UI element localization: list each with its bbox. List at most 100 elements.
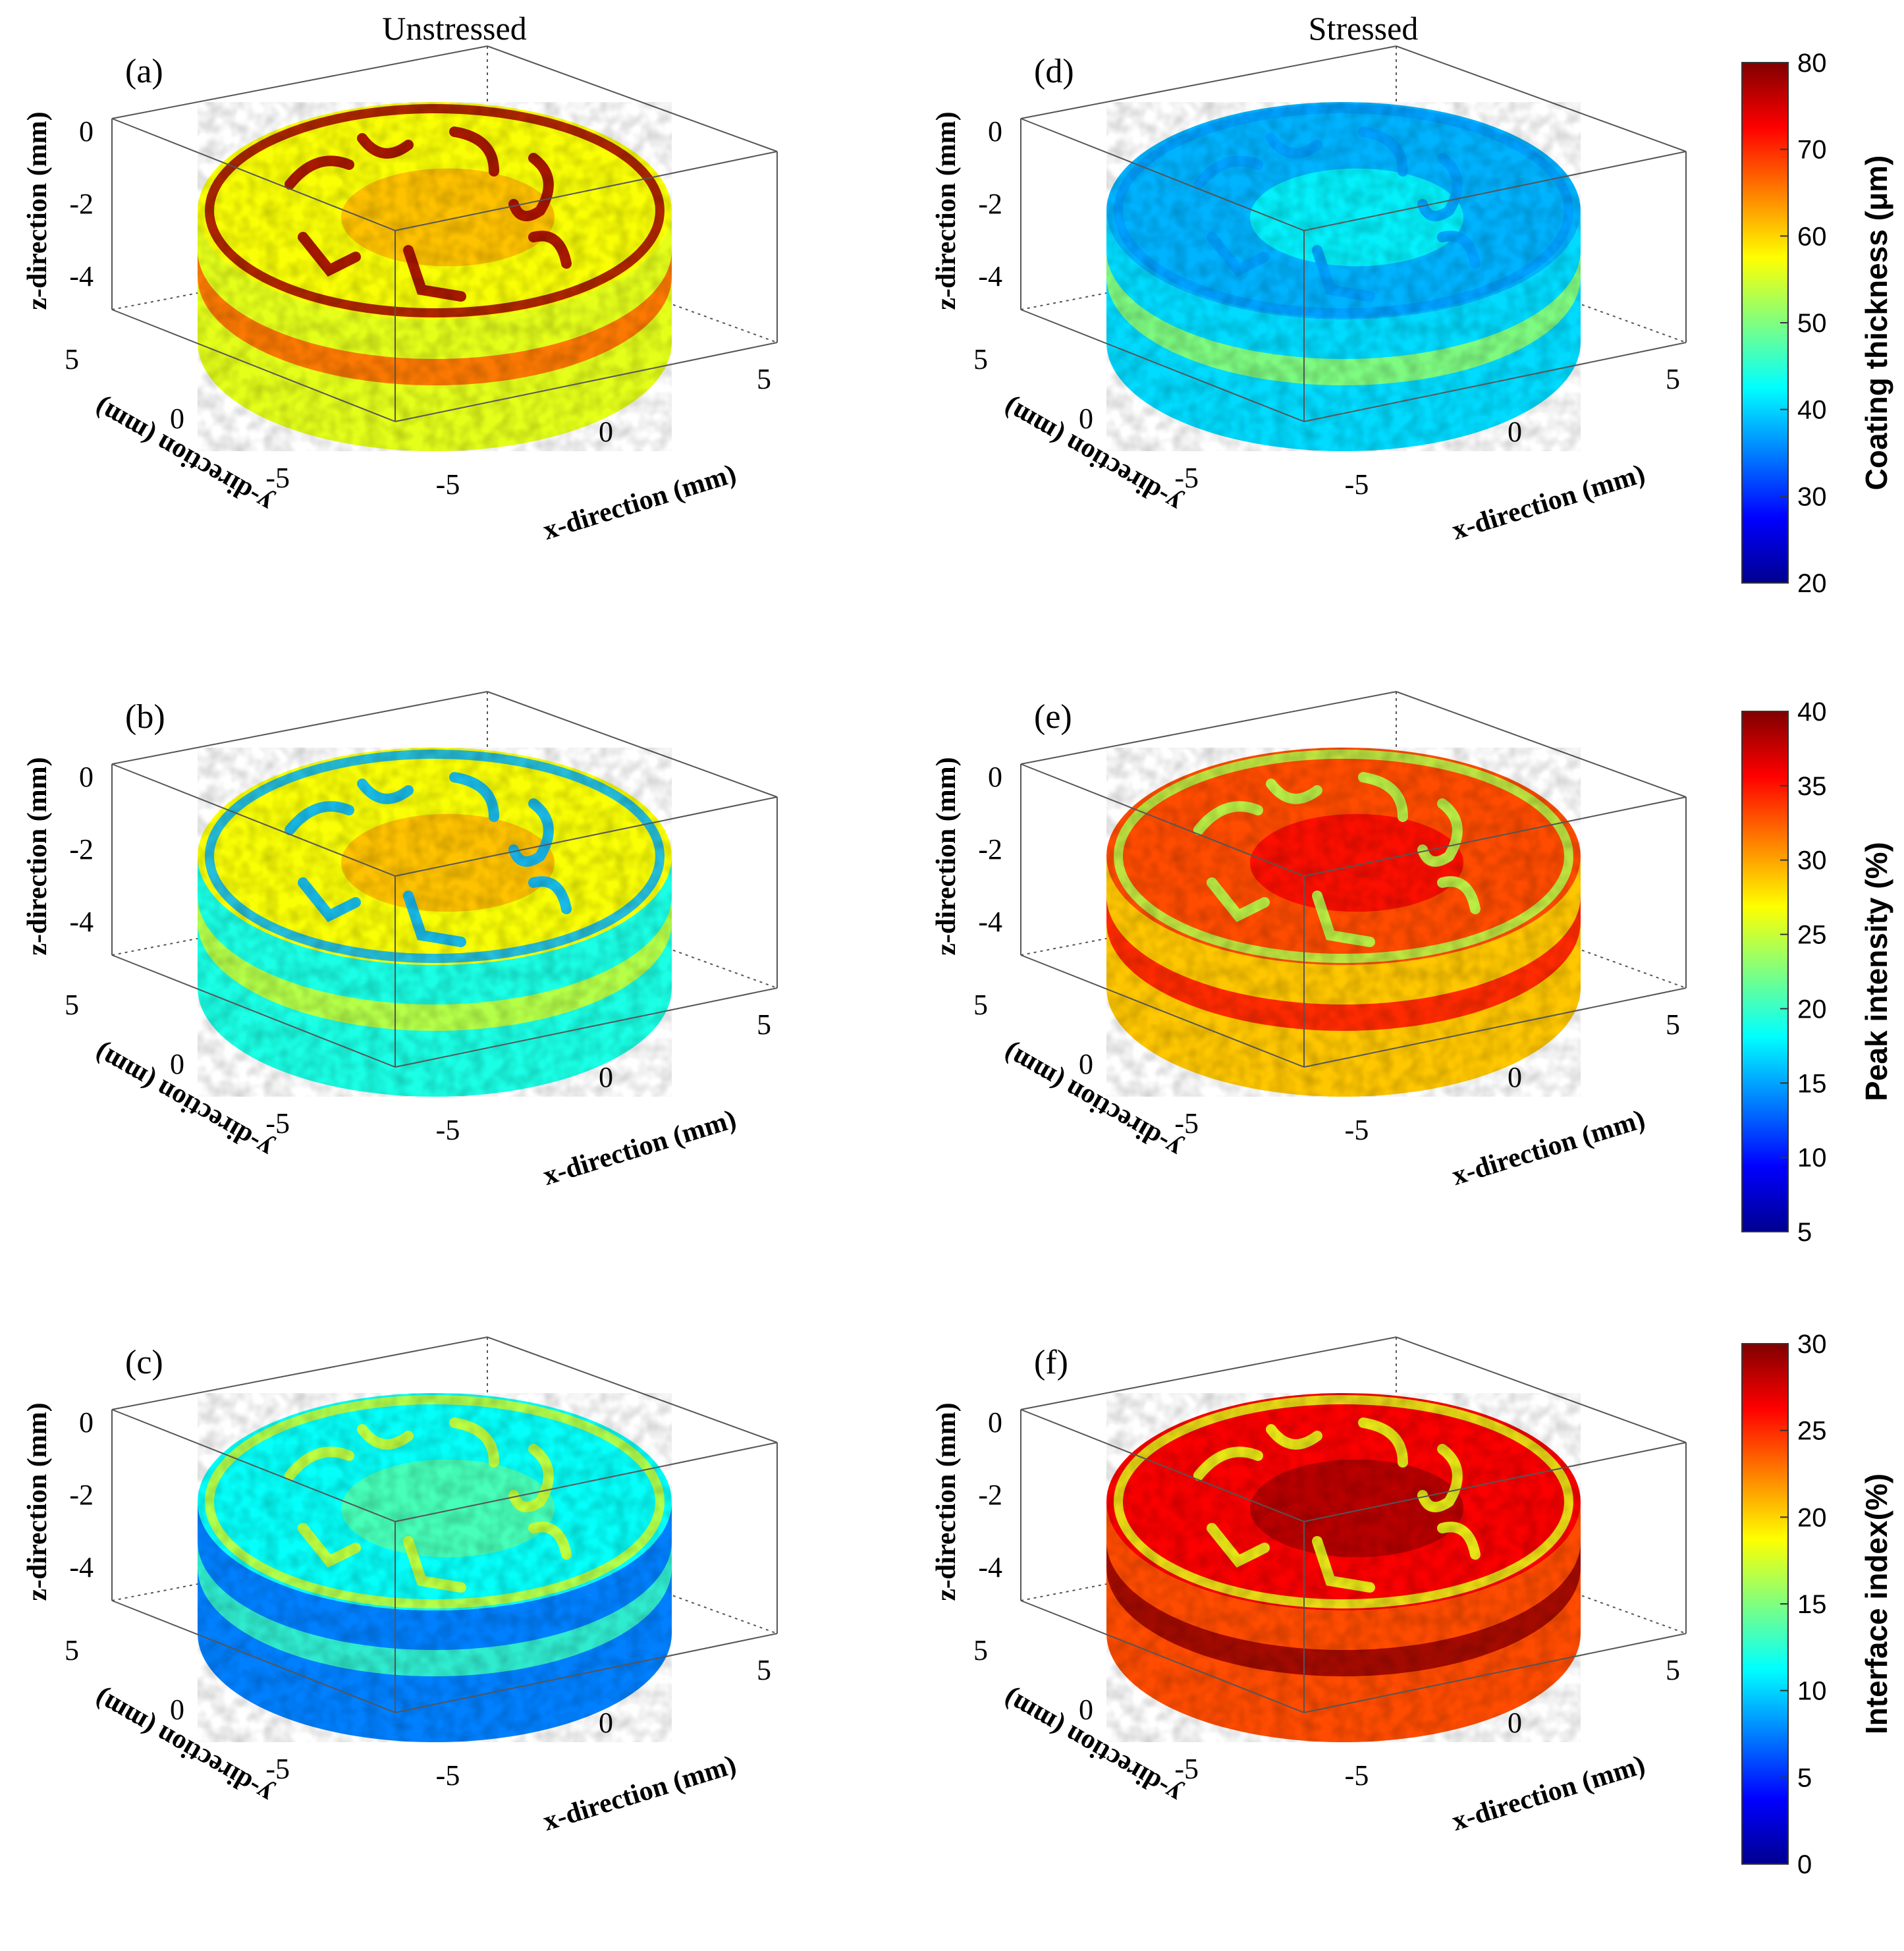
box-edge xyxy=(394,796,778,877)
colorbar-tick-label: 10 xyxy=(1797,1143,1827,1172)
x-tick-label: 0 xyxy=(1508,416,1522,448)
colorbar-tick-label: 20 xyxy=(1797,1503,1827,1532)
box-edge xyxy=(1020,763,1305,877)
x-tick-label: 0 xyxy=(599,1061,613,1093)
colorbar-tick-label: 50 xyxy=(1797,309,1827,338)
tablet-texture xyxy=(1106,748,1581,1097)
z-tick-label: -2 xyxy=(978,1479,1002,1511)
y-tick-label: -5 xyxy=(1174,1753,1199,1785)
x-tick-label: -5 xyxy=(1345,468,1369,501)
x-axis-label: x-direction (mm) xyxy=(539,1749,740,1837)
panel-label: (e) xyxy=(1034,698,1072,736)
box-edge xyxy=(1303,1633,1687,1713)
box-edge xyxy=(1020,309,1305,422)
box-edge xyxy=(487,1336,778,1443)
x-axis-label: x-direction (mm) xyxy=(539,1104,740,1192)
tablet-texture xyxy=(198,102,672,451)
tablet-texture xyxy=(198,1393,672,1742)
z-tick-label: -2 xyxy=(978,833,1002,866)
y-tick-label: 0 xyxy=(1079,1693,1093,1726)
box-edge xyxy=(111,45,488,119)
box-edge xyxy=(1303,1442,1687,1522)
box-edge xyxy=(487,1527,778,1634)
colorbar-tick-label: 20 xyxy=(1797,569,1827,598)
colorbar-tick-label: 10 xyxy=(1797,1677,1827,1706)
z-axis-label: z-direction (mm) xyxy=(22,757,53,955)
colorbar-tick-label: 5 xyxy=(1797,1218,1812,1247)
box-edge xyxy=(1020,1600,1305,1713)
x-tick-label: 0 xyxy=(1508,1707,1522,1739)
z-tick-label: -4 xyxy=(978,260,1002,292)
z-tick-label: -4 xyxy=(69,906,94,938)
y-tick-label: 5 xyxy=(65,989,79,1021)
z-tick-label: 0 xyxy=(988,1406,1002,1439)
x-tick-label: -5 xyxy=(436,468,460,501)
y-tick-label: -5 xyxy=(265,1107,290,1140)
colorbar-tick-label: 30 xyxy=(1797,846,1827,875)
colorbar-tick-label: 0 xyxy=(1797,1850,1812,1879)
x-axis-label: x-direction (mm) xyxy=(539,458,740,546)
box-edge xyxy=(394,1442,778,1522)
panel-label: (a) xyxy=(125,53,163,90)
z-tick-label: -4 xyxy=(978,1551,1002,1583)
column-title-stressed: Stressed xyxy=(1309,10,1419,47)
colorbar-tick-label: 80 xyxy=(1797,49,1827,78)
box-edge xyxy=(487,45,778,152)
box-edge xyxy=(394,151,778,231)
box-edge xyxy=(1020,691,1397,765)
z-tick-label: 0 xyxy=(988,761,1002,793)
y-tick-label: -5 xyxy=(265,462,290,494)
z-axis-label: z-direction (mm) xyxy=(22,111,53,310)
y-tick-label: 5 xyxy=(973,1634,988,1666)
box-edge xyxy=(111,1600,396,1713)
column-title-unstressed: Unstressed xyxy=(382,10,526,47)
x-axis-label: x-direction (mm) xyxy=(1448,1104,1648,1192)
box-edge xyxy=(111,763,396,877)
panel-label: (c) xyxy=(125,1344,163,1381)
x-tick-label: -5 xyxy=(436,1759,460,1792)
tablet-texture xyxy=(198,748,672,1097)
x-tick-label: -5 xyxy=(1345,1114,1369,1146)
colorbar-tick-label: 20 xyxy=(1797,995,1827,1024)
x-tick-label: 5 xyxy=(757,1008,771,1041)
box-edge xyxy=(111,118,396,231)
tablet-texture xyxy=(1106,102,1581,451)
box-edge xyxy=(111,1336,488,1410)
z-tick-label: -2 xyxy=(978,188,1002,220)
box-edge xyxy=(394,1633,778,1713)
colorbar-2: 40 35 30 25 20 15 10 5 Peak intensity (%) xyxy=(1741,698,1893,1247)
colorbar-label: Peak intensity (%) xyxy=(1859,842,1893,1101)
colorbar-tick-label: 25 xyxy=(1797,1417,1827,1446)
z-tick-label: -4 xyxy=(978,906,1002,938)
x-tick-label: 5 xyxy=(757,1654,771,1686)
z-axis-label: z-direction (mm) xyxy=(22,1402,53,1601)
colorbar-1: 80 70 60 50 40 30 20 Coating thickness (μm) xyxy=(1741,49,1893,598)
z-tick-label: 0 xyxy=(79,115,94,148)
x-tick-label: -5 xyxy=(1345,1759,1369,1792)
colorbar-tick-label: 40 xyxy=(1797,396,1827,425)
x-tick-label: 0 xyxy=(599,416,613,448)
box-edge xyxy=(394,342,778,422)
box-edge xyxy=(487,691,778,798)
box-edge xyxy=(1396,236,1687,343)
z-tick-label: 0 xyxy=(79,1406,94,1439)
x-tick-label: 5 xyxy=(1666,1008,1680,1041)
x-tick-label: -5 xyxy=(436,1114,460,1146)
z-axis-label: z-direction (mm) xyxy=(931,757,962,955)
colorbar-tick-label: 5 xyxy=(1797,1763,1812,1792)
y-tick-label: 0 xyxy=(1079,1048,1093,1080)
x-tick-label: 5 xyxy=(1666,1654,1680,1686)
y-tick-label: 5 xyxy=(973,989,988,1021)
x-axis-label: x-direction (mm) xyxy=(1448,1749,1648,1837)
box-edge xyxy=(1396,691,1687,798)
z-tick-label: -2 xyxy=(69,833,94,866)
box-edge xyxy=(1303,342,1687,422)
y-tick-label: 0 xyxy=(170,402,184,435)
x-tick-label: 0 xyxy=(599,1707,613,1739)
box-edge xyxy=(1396,1527,1687,1634)
box-edge xyxy=(111,954,396,1068)
